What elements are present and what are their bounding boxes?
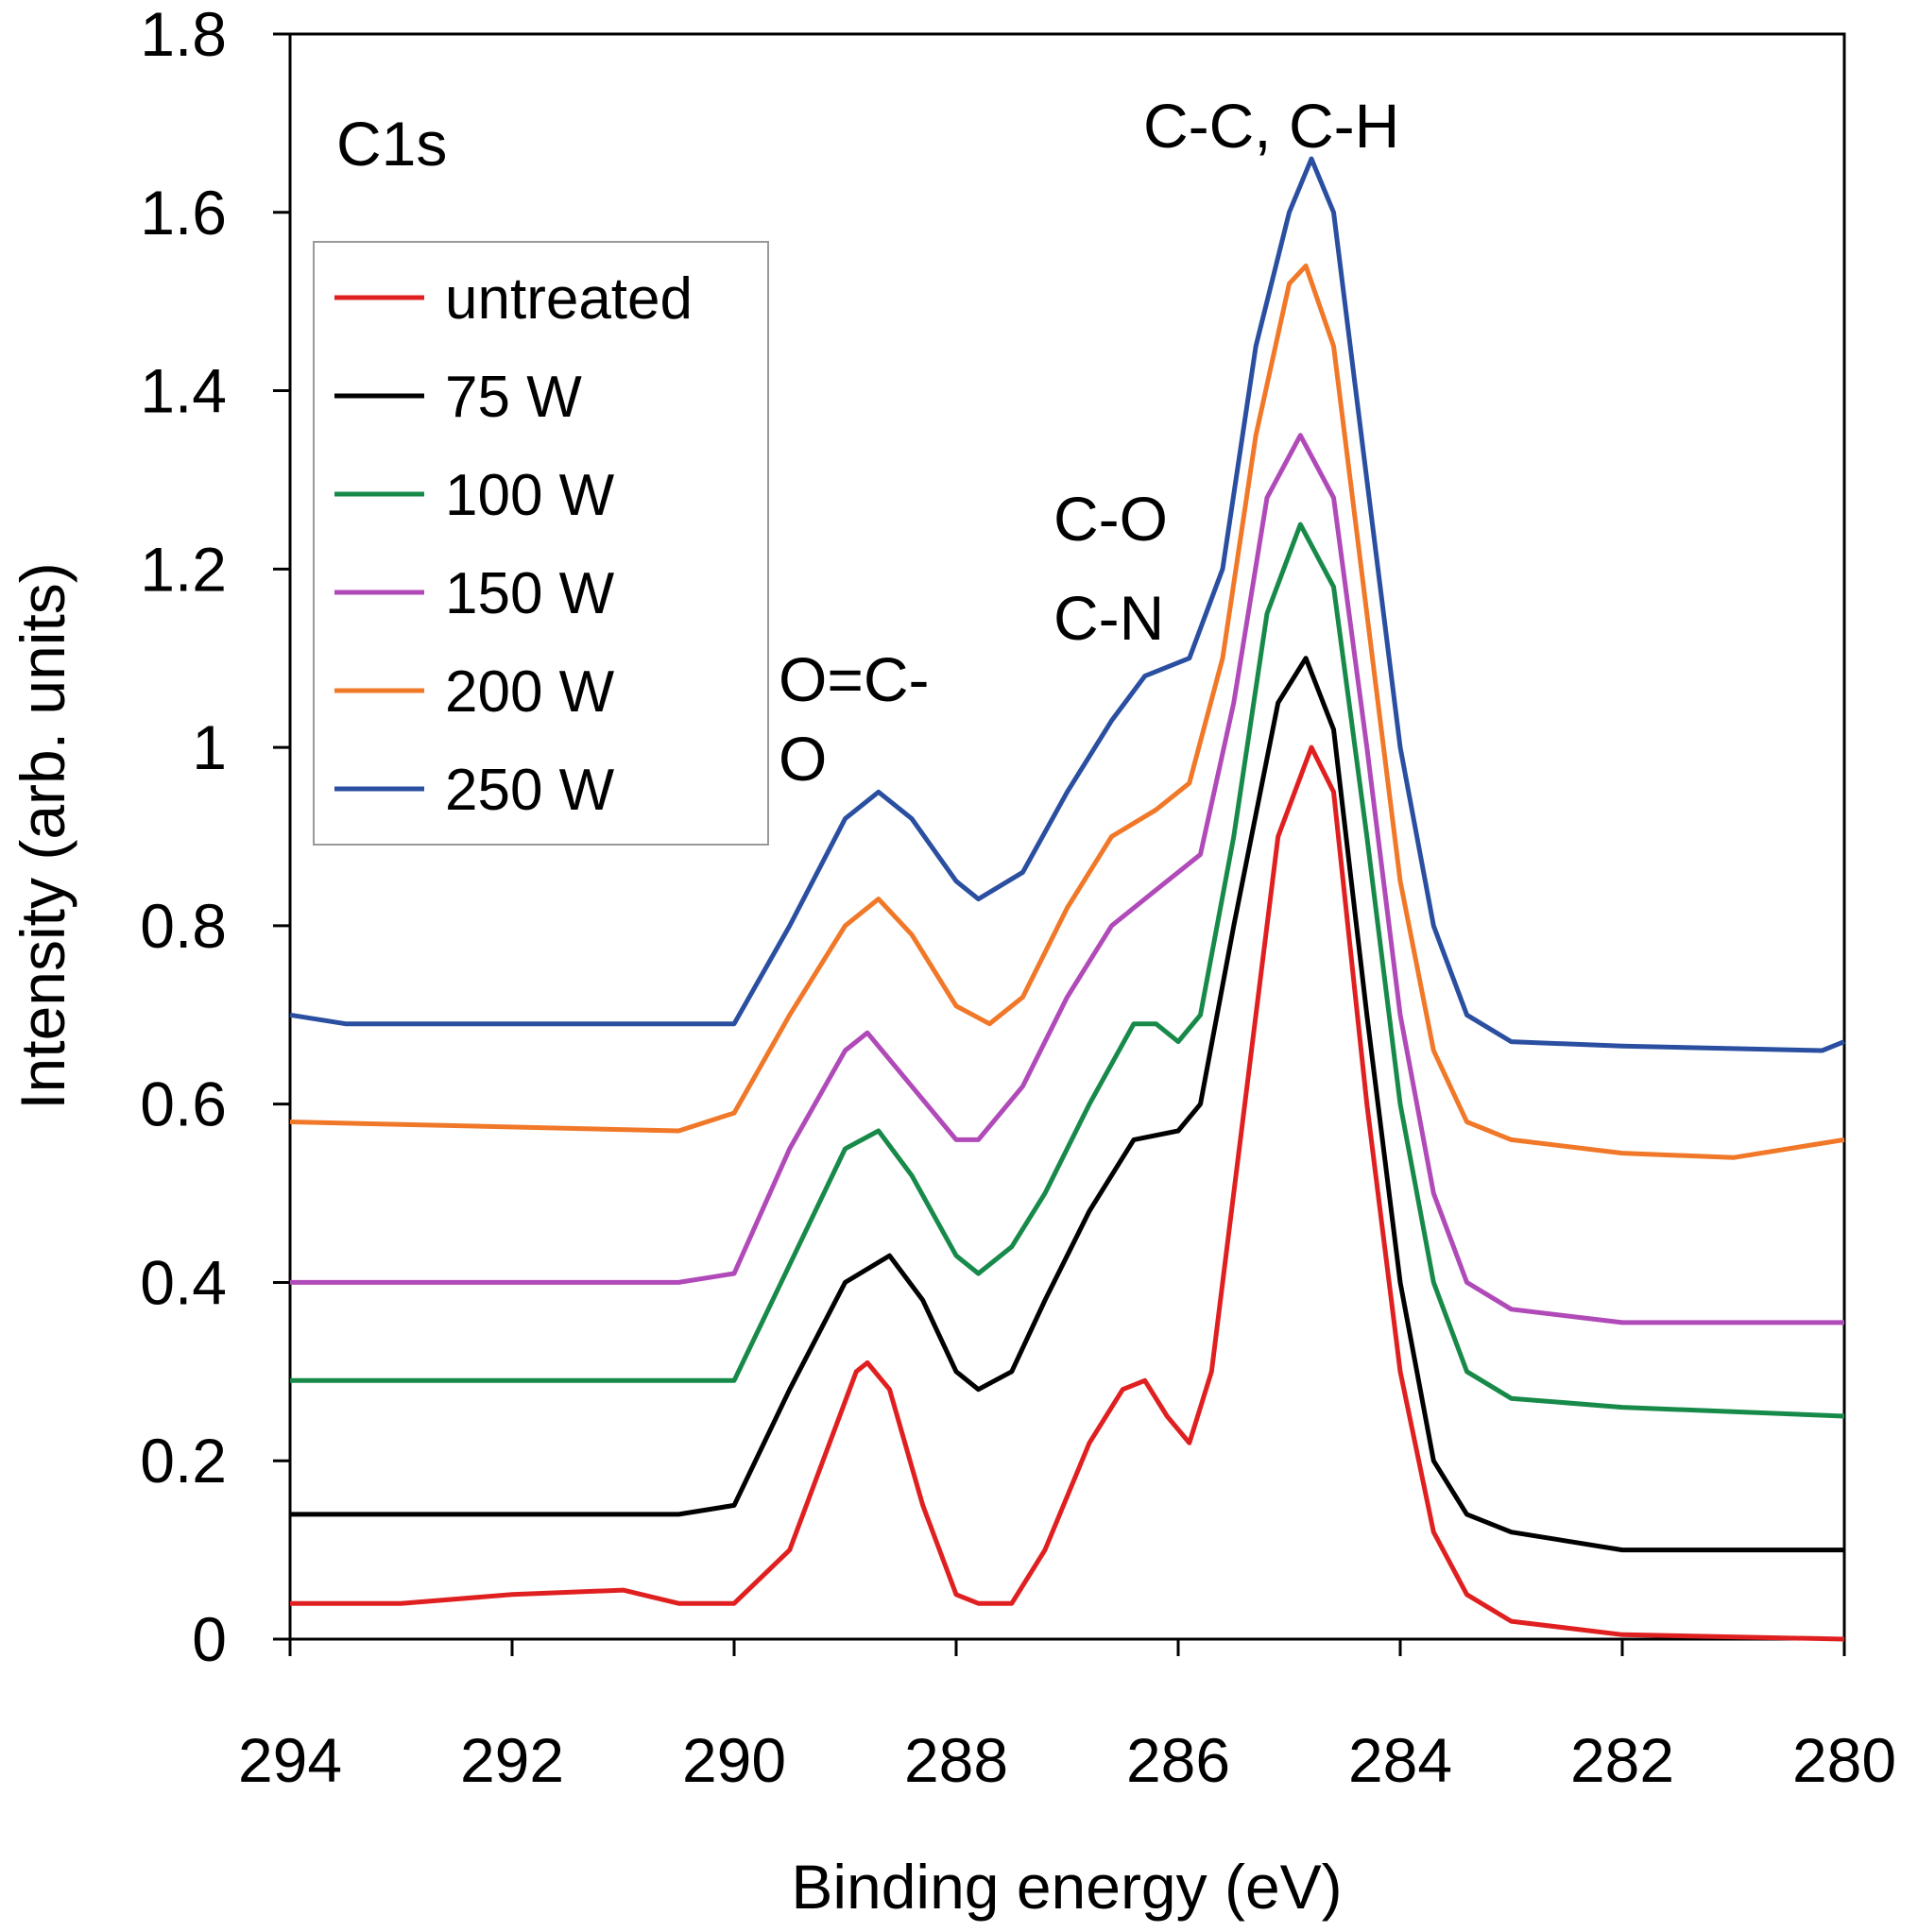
series-line-100-w (290, 521, 1845, 1419)
legend: untreated 75 W 100 W 150 W 200 W 250 W (313, 241, 769, 846)
x-tick-label: 282 (1570, 1725, 1674, 1795)
legend-label: 100 W (445, 463, 615, 528)
series-line-250-w (289, 156, 1845, 1053)
series-line-75-w (290, 656, 1844, 1553)
y-tick-label: 0.4 (140, 1247, 227, 1317)
y-tick-label: 0.6 (140, 1069, 227, 1139)
series-line-200-w (289, 263, 1845, 1160)
y-axis-label: Intensity (arb. units) (8, 562, 77, 1110)
x-tick-label: 280 (1792, 1725, 1896, 1795)
annotation-cc-ch: C-C, C-H (1143, 91, 1399, 161)
y-tick-label: 1.4 (140, 356, 227, 426)
y-tick-label: 0 (192, 1604, 227, 1674)
y-tick-label: 0.2 (140, 1426, 227, 1496)
legend-label: 75 W (445, 365, 582, 430)
y-tick-label: 1 (192, 712, 227, 782)
x-tick-label: 288 (904, 1725, 1008, 1795)
plot-frame (288, 32, 1846, 1641)
x-tick-label: 290 (682, 1725, 786, 1795)
series-line-untreated (290, 744, 1845, 1642)
legend-box (313, 241, 769, 846)
series-line-150-w (290, 433, 1844, 1325)
annotation-c1s: C1s (336, 109, 447, 179)
legend-label: untreated (445, 266, 693, 332)
x-tick-label: 292 (460, 1725, 564, 1795)
legend-label: 150 W (445, 561, 615, 626)
x-tick-label: 284 (1348, 1725, 1452, 1795)
y-tick-label: 1.6 (140, 178, 227, 248)
x-tick-label: 286 (1126, 1725, 1230, 1795)
annotation-cn: C-N (1053, 583, 1164, 653)
legend-label: 250 W (445, 758, 615, 823)
annotation-oco-2: O (779, 724, 827, 794)
x-tick-label: 294 (238, 1725, 342, 1795)
x-axis-label: Binding energy (eV) (791, 1852, 1342, 1922)
legend-label: 200 W (445, 659, 615, 725)
annotation-co: C-O (1053, 484, 1168, 554)
y-tick-label: 0.8 (140, 891, 227, 961)
annotation-oco-1: O=C- (779, 644, 930, 714)
y-tick-label: 1.8 (140, 0, 227, 69)
y-tick-label: 1.2 (140, 534, 227, 604)
